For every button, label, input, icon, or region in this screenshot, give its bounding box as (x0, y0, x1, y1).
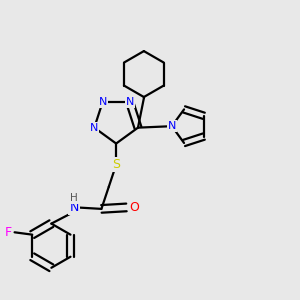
Text: N: N (168, 121, 176, 131)
Text: N: N (90, 123, 98, 133)
Text: N: N (69, 201, 79, 214)
Text: F: F (4, 226, 12, 239)
Text: O: O (129, 201, 139, 214)
Text: N: N (98, 97, 107, 107)
Text: H: H (70, 193, 78, 203)
Text: S: S (112, 158, 120, 171)
Text: N: N (125, 97, 134, 107)
